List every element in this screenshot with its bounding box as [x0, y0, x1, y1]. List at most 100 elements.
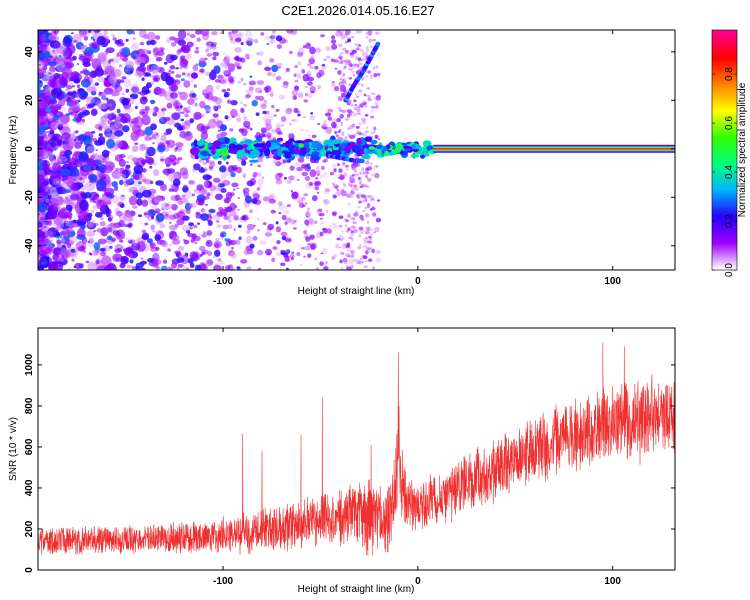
noise-blob — [40, 261, 46, 266]
noise-blob — [301, 171, 308, 177]
noise-blob — [355, 162, 361, 167]
colorbar-step — [712, 208, 737, 211]
noise-blob — [87, 30, 92, 34]
noise-blob — [136, 56, 146, 65]
band-blob — [207, 142, 213, 148]
noise-blob — [85, 260, 90, 264]
noise-blob — [196, 184, 204, 191]
noise-blob — [236, 113, 241, 117]
band-blob — [285, 141, 291, 146]
colorbar-step — [712, 86, 737, 89]
colorbar-step — [712, 222, 737, 225]
noise-blob — [91, 58, 99, 65]
noise-blob — [38, 63, 42, 67]
noise-blob — [134, 70, 144, 78]
noise-blob — [289, 253, 296, 259]
noise-blob — [88, 71, 98, 78]
noise-blob — [333, 168, 337, 173]
noise-blob — [206, 192, 211, 197]
noise-blob — [373, 73, 378, 78]
noise-blob — [193, 84, 197, 88]
noise-blob — [135, 192, 144, 199]
noise-blob — [205, 84, 214, 95]
noise-blob — [106, 169, 110, 174]
noise-blob — [280, 231, 288, 237]
noise-blob — [45, 70, 55, 81]
noise-blob — [349, 250, 355, 254]
noise-blob — [331, 43, 338, 50]
noise-blob — [332, 81, 335, 83]
noise-blob — [325, 45, 330, 52]
noise-blob — [286, 255, 290, 259]
noise-blob — [233, 62, 241, 67]
colorbar-step — [712, 196, 737, 199]
colorbar-step — [712, 182, 737, 185]
colorbar-step — [712, 52, 737, 55]
noise-blob — [341, 81, 346, 86]
noise-blob — [363, 100, 367, 103]
noise-blob — [284, 237, 292, 243]
noise-blob — [262, 196, 270, 202]
noise-blob — [128, 195, 138, 206]
noise-blob — [131, 42, 139, 51]
noise-blob — [119, 262, 126, 269]
noise-blob — [303, 255, 306, 258]
noise-blob — [243, 83, 247, 86]
noise-blob — [335, 134, 339, 138]
colorbar-step — [712, 184, 737, 187]
noise-blob — [286, 267, 289, 270]
noise-blob — [57, 257, 64, 263]
colorbar-step — [712, 228, 737, 231]
noise-blob — [304, 176, 311, 181]
noise-blob — [348, 67, 353, 71]
noise-blob — [343, 89, 347, 94]
noise-blob — [198, 159, 205, 164]
noise-blob — [159, 68, 162, 71]
onset-blob — [376, 144, 383, 150]
noise-blob — [128, 239, 133, 244]
colorbar-step — [712, 36, 737, 39]
noise-blob — [336, 190, 342, 197]
noise-blob — [326, 55, 331, 59]
noise-blob — [347, 248, 350, 252]
noise-blob — [196, 37, 201, 42]
noise-blob — [111, 66, 116, 70]
noise-blob — [249, 75, 253, 78]
noise-blob — [332, 222, 336, 226]
colorbar-step — [712, 30, 737, 33]
colorbar-step — [712, 166, 737, 169]
noise-blob — [269, 92, 274, 97]
noise-blob — [189, 226, 193, 230]
noise-blob — [92, 132, 95, 136]
noise-blob — [325, 209, 329, 213]
y-tick-label: 800 — [24, 397, 35, 414]
noise-blob — [44, 175, 48, 180]
snr-series-line — [38, 342, 675, 556]
band-blob — [299, 147, 308, 155]
noise-blob — [107, 217, 112, 222]
noise-blob — [245, 94, 251, 99]
noise-blob — [347, 133, 351, 138]
colorbar: 0.0 0.2 0.4 0.6 0.8 Normalized spectral ampl… — [711, 29, 748, 277]
noise-blob — [360, 217, 365, 222]
noise-blob — [50, 30, 55, 34]
noise-blob — [351, 264, 354, 269]
noise-blob — [218, 166, 227, 173]
noise-blob — [341, 47, 347, 51]
noise-blob — [65, 204, 73, 211]
noise-blob — [347, 36, 352, 40]
noise-blob — [309, 115, 315, 121]
noise-blob — [200, 213, 209, 221]
noise-blob — [348, 83, 352, 86]
noise-blob — [48, 72, 52, 75]
noise-blob — [57, 156, 68, 163]
noise-blob — [141, 232, 150, 240]
noise-blob — [231, 246, 234, 250]
branch-blob — [359, 158, 365, 164]
noise-blob — [161, 241, 168, 248]
noise-blob — [111, 112, 115, 115]
noise-blob — [120, 256, 129, 264]
x-tick-label: 100 — [604, 276, 621, 287]
noise-blob — [45, 85, 54, 94]
noise-blob — [138, 181, 142, 185]
